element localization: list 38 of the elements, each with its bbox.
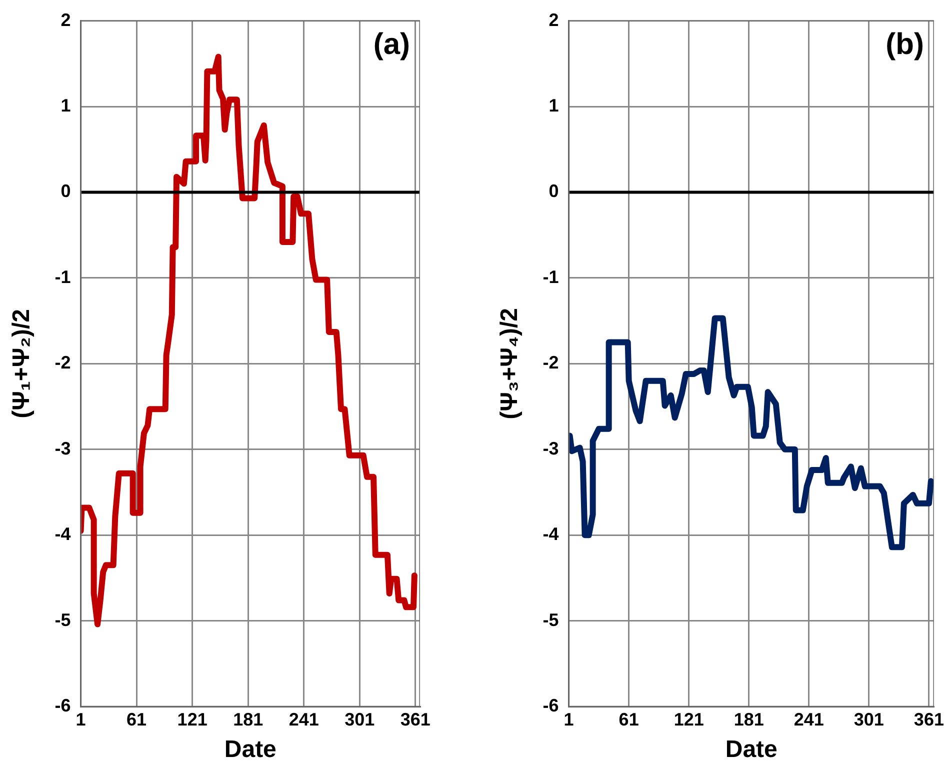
x-tick-label: 1 bbox=[564, 709, 574, 730]
annotation: (b) bbox=[886, 28, 924, 62]
x-tick-label: 121 bbox=[674, 709, 704, 730]
x-tick-label: 361 bbox=[914, 709, 944, 730]
y-tick-label: 2 bbox=[60, 10, 71, 30]
y-tick-label: -2 bbox=[542, 352, 559, 373]
x-tick-label: 301 bbox=[854, 709, 884, 730]
x-tick-label: 241 bbox=[288, 709, 319, 730]
x-tick-label: 361 bbox=[400, 709, 430, 730]
annotation: (a) bbox=[373, 28, 410, 62]
y-tick-label: -4 bbox=[542, 524, 559, 544]
x-tick-label: 241 bbox=[794, 709, 824, 730]
y-axis-title: (Ψ₁+Ψ₂)/2 bbox=[8, 308, 36, 418]
y-tick-label: -3 bbox=[542, 438, 559, 458]
x-tick-label: 181 bbox=[734, 709, 764, 730]
y-tick-label: -2 bbox=[54, 352, 71, 373]
y-tick-label: -1 bbox=[54, 266, 71, 287]
x-axis-title: Date bbox=[224, 736, 276, 764]
x-tick-label: 301 bbox=[344, 709, 375, 730]
x-tick-label: 1 bbox=[76, 709, 86, 730]
x-tick-label: 61 bbox=[126, 709, 147, 730]
y-tick-label: -5 bbox=[54, 610, 71, 630]
y-tick-label: -6 bbox=[54, 696, 71, 716]
x-axis-title: Date bbox=[725, 736, 778, 764]
y-axis-title: (Ψ₃+Ψ₄)/2 bbox=[496, 308, 524, 420]
x-tick-label: 61 bbox=[618, 709, 639, 730]
y-tick-label: 0 bbox=[60, 181, 71, 202]
x-tick-label: 181 bbox=[233, 709, 264, 730]
x-tick-label: 121 bbox=[177, 709, 208, 730]
y-tick-label: -1 bbox=[542, 266, 559, 287]
y-tick-label: 0 bbox=[548, 181, 559, 202]
y-tick-label: -6 bbox=[542, 696, 559, 716]
y-tick-label: -5 bbox=[542, 610, 559, 630]
y-tick-label: 1 bbox=[548, 95, 559, 116]
y-tick-label: -4 bbox=[54, 524, 71, 544]
y-tick-label: -3 bbox=[54, 438, 71, 458]
y-tick-label: 1 bbox=[60, 95, 71, 116]
y-tick-label: 2 bbox=[548, 10, 559, 30]
